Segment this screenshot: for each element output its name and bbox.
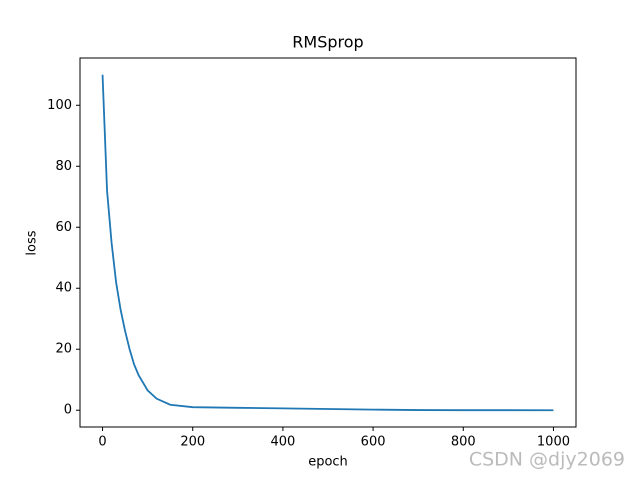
- y-tick-label: 0: [64, 403, 72, 418]
- y-tick-label: 40: [55, 281, 72, 296]
- x-tick-label: 400: [270, 435, 295, 450]
- x-tick-label: 1000: [537, 435, 570, 450]
- plot-frame: [79, 57, 577, 428]
- x-tick-label: 800: [451, 435, 476, 450]
- y-tick-label: 100: [47, 98, 72, 113]
- chart-title: RMSprop: [292, 33, 363, 52]
- y-axis-label: loss: [25, 230, 40, 255]
- y-tick-label: 20: [55, 342, 72, 357]
- x-tick-label: 200: [180, 435, 205, 450]
- watermark: CSDN @djy2069: [469, 449, 625, 471]
- x-axis-label: epoch: [308, 455, 348, 470]
- line: [101, 74, 554, 412]
- y-tick-label: 60: [55, 220, 72, 235]
- x-tick-label: 600: [361, 435, 386, 450]
- y-tick-label: 80: [55, 159, 72, 174]
- x-tick-label: 0: [98, 435, 106, 450]
